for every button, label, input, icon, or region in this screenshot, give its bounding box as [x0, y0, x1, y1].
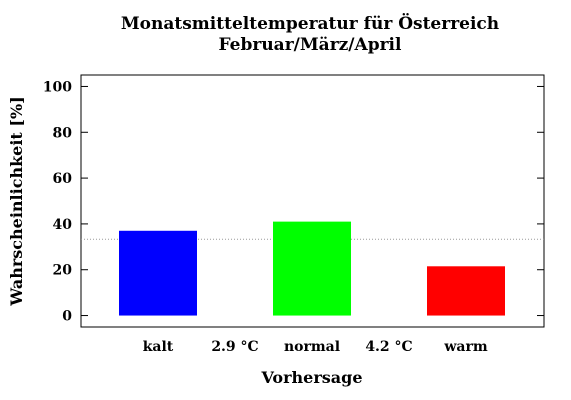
y-tick-label: 80	[53, 125, 73, 141]
y-axis-label: Wahrscheinlichkeit [%]	[7, 96, 26, 306]
x-threshold-label: 4.2 °C	[365, 339, 412, 355]
chart-subtitle: Februar/März/April	[219, 35, 402, 55]
plot-frame	[80, 74, 545, 328]
bar-kalt	[119, 230, 197, 316]
bar-warm	[427, 266, 505, 316]
y-tick-label: 40	[53, 217, 73, 233]
y-tick-label: 60	[53, 171, 73, 187]
x-category-label: normal	[284, 339, 340, 355]
y-tick-label: 0	[62, 309, 72, 325]
x-category-label: warm	[443, 339, 487, 355]
y-tick-label: 100	[43, 79, 72, 95]
y-axis-ticks: 0 20 40 60 80 100	[43, 79, 544, 325]
chart-title: Monatsmitteltemperatur für Österreich	[121, 13, 499, 34]
x-axis-label: Vorhersage	[260, 368, 362, 387]
y-tick-label: 20	[53, 263, 73, 279]
bars-group	[119, 221, 505, 316]
x-category-label: kalt	[143, 339, 174, 355]
x-axis-labels: kalt normal warm 2.9 °C 4.2 °C	[143, 339, 488, 355]
bar-normal	[273, 221, 351, 316]
x-threshold-label: 2.9 °C	[211, 339, 258, 355]
